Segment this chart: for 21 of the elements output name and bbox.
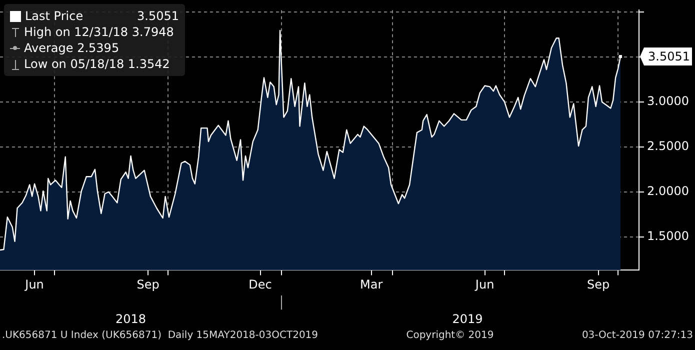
y-tick-label: 2.5000 xyxy=(647,139,689,154)
legend-label: Last Price xyxy=(25,8,84,24)
x2-tick-label: 2019 xyxy=(452,312,483,326)
y-tick-label: 2.0000 xyxy=(647,184,689,198)
text: 03-Oct-2019 07:27:13 xyxy=(582,330,693,341)
x-tick-label: Sep xyxy=(136,278,160,292)
annotation: High on 12/31/18 3.7948 xyxy=(24,24,174,40)
x-tick-label: Sep xyxy=(586,278,610,292)
text: .UK656871 U Index (UK656871) Daily 15MAY2018-03OCT2019 xyxy=(2,330,318,341)
x-tick-label: Jun xyxy=(24,278,44,292)
text: 3.5051 xyxy=(137,9,179,23)
y-tick-label: 3.0000 xyxy=(647,94,689,108)
x-tick-label: Dec xyxy=(248,278,272,292)
y-tick-label: 1.5000 xyxy=(647,229,689,244)
x-tick-label: Mar xyxy=(360,278,383,292)
annotation: Low on 05/18/18 1.3542 xyxy=(24,56,170,72)
annotation: Average 2.5395 xyxy=(24,40,120,56)
annotation: 3.5051 xyxy=(648,50,690,64)
text: Copyright© 2019 xyxy=(406,330,494,341)
x2-tick-label: 2018 xyxy=(115,312,146,326)
x-tick-label: Jun xyxy=(474,278,494,292)
